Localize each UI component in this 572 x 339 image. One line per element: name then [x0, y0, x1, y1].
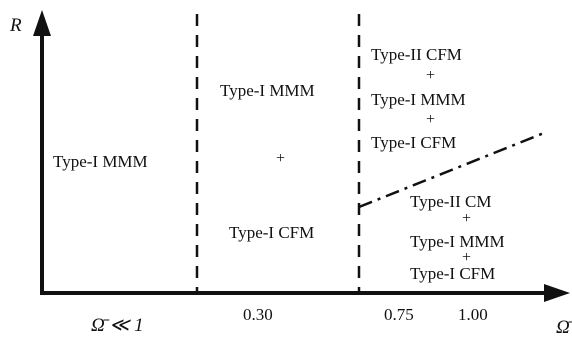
region-middle-bottom-label: Type-I CFM — [229, 223, 315, 242]
x-axis-label: Ω̄ — [556, 317, 570, 338]
region-lower-right-line: Type-II CM — [410, 192, 492, 211]
region-middle-top-label: Type-I MMM — [220, 81, 315, 100]
x-tick-label: 1.00 — [458, 305, 488, 324]
y-axis-label: R — [10, 15, 22, 36]
region-lower-right-line: Type-I MMM — [410, 232, 505, 251]
region-lower-right-plus: + — [462, 210, 472, 227]
x-axis-arrowhead — [544, 284, 570, 302]
region-upper-right-line: Type-I MMM — [371, 90, 466, 109]
region-lower-right-plus: + — [462, 249, 472, 266]
x-tick-label: Ω̄ ≪ 1 — [91, 315, 144, 336]
region-upper-right-plus: + — [426, 67, 436, 84]
region-upper-right-line: Type-II CFM — [371, 45, 462, 64]
region-upper-right-plus: + — [426, 111, 436, 128]
region-lower-right-line: Type-I CFM — [410, 264, 496, 283]
x-tick-label: 0.30 — [243, 305, 273, 324]
x-tick-label: 0.75 — [384, 305, 414, 324]
y-axis-arrowhead — [33, 10, 51, 36]
boundary-dash-dot — [358, 131, 545, 209]
region-left-label: Type-I MMM — [53, 152, 148, 171]
region-middle-plus: + — [276, 150, 286, 167]
region-upper-right-line: Type-I CFM — [371, 133, 457, 152]
